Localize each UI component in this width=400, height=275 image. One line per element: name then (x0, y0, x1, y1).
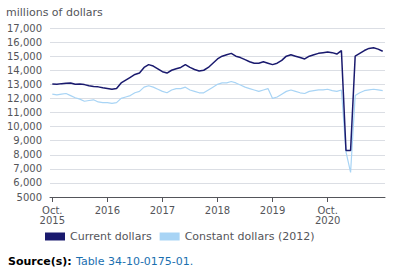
svg-text:12,000: 12,000 (7, 93, 42, 104)
svg-text:2015: 2015 (40, 215, 65, 226)
svg-text:17,000: 17,000 (7, 23, 42, 34)
svg-text:11,000: 11,000 (7, 107, 42, 118)
svg-text:16,000: 16,000 (7, 37, 42, 48)
svg-text:Oct.: Oct. (317, 204, 338, 216)
svg-text:14,000: 14,000 (7, 65, 42, 76)
svg-text:5000: 5000 (17, 192, 42, 203)
svg-text:Table 34-10-0175-01.: Table 34-10-0175-01. (75, 255, 193, 268)
svg-text:2018: 2018 (205, 205, 230, 216)
svg-text:9,000: 9,000 (13, 135, 42, 146)
svg-text:10,000: 10,000 (7, 121, 42, 132)
svg-text:2016: 2016 (95, 205, 120, 216)
svg-text:7,000: 7,000 (13, 163, 42, 174)
svg-text:2017: 2017 (150, 205, 175, 216)
svg-text:Current dollars: Current dollars (70, 230, 152, 243)
svg-text:15,000: 15,000 (7, 51, 42, 62)
svg-text:2020: 2020 (315, 215, 340, 226)
svg-text:6,000: 6,000 (13, 177, 42, 188)
svg-text:millions of dollars: millions of dollars (6, 6, 103, 19)
svg-text:13,000: 13,000 (7, 79, 42, 90)
svg-text:8,000: 8,000 (13, 149, 42, 160)
svg-text:Source(s):: Source(s): (8, 255, 72, 268)
svg-text:Oct.: Oct. (42, 204, 63, 216)
svg-text:Constant dollars (2012): Constant dollars (2012) (185, 230, 315, 243)
svg-text:2019: 2019 (260, 205, 285, 216)
